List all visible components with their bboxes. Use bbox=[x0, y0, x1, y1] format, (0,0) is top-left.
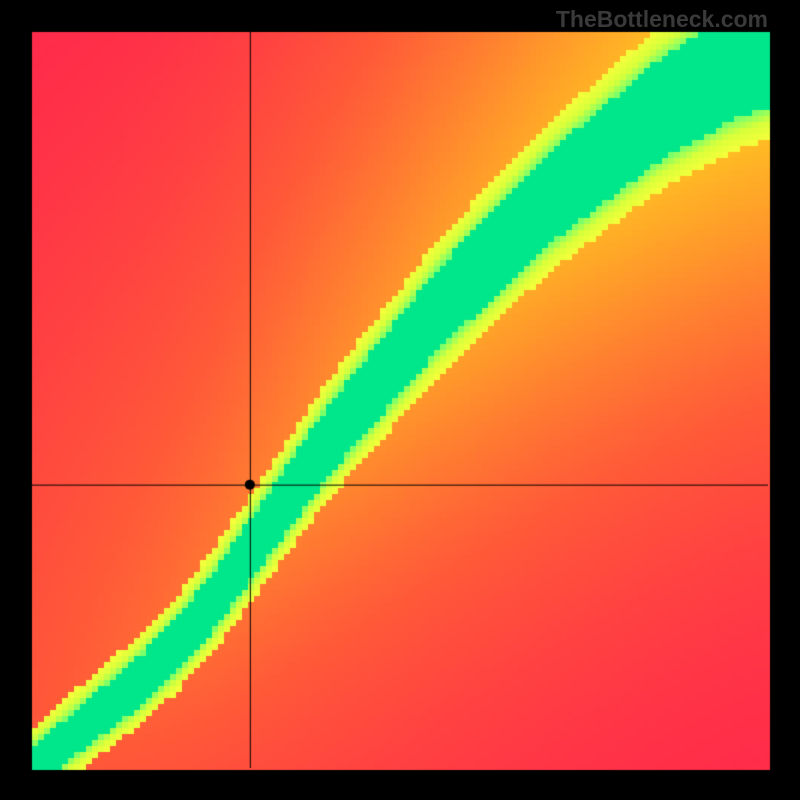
chart-container: TheBottleneck.com bbox=[0, 0, 800, 800]
heatmap-canvas bbox=[0, 0, 800, 800]
watermark-text: TheBottleneck.com bbox=[556, 6, 768, 33]
